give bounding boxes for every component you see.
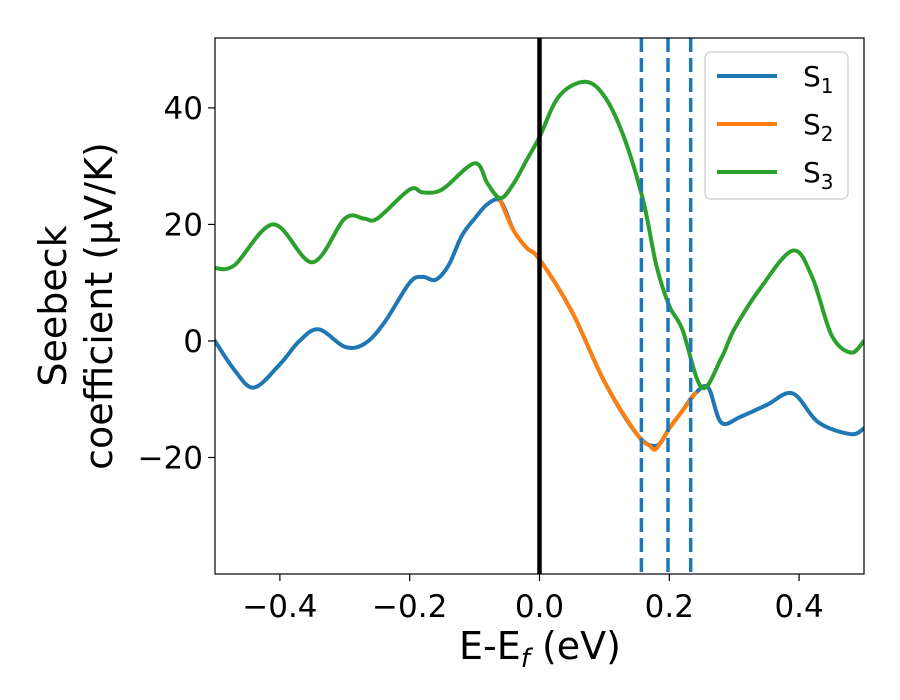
y-tick-label: 0 xyxy=(183,324,203,360)
legend: S1 S2 S3 xyxy=(704,51,849,200)
y-tick-label: −20 xyxy=(138,440,203,476)
y-axis-title-line1: Seebeck xyxy=(31,225,75,386)
y-tick-label: 40 xyxy=(164,91,203,127)
x-tick-label: −0.4 xyxy=(242,589,317,625)
series-line-s2 xyxy=(498,199,698,452)
y-axis-title: Seebeck coefficient (μV/K) xyxy=(31,142,121,470)
legend-label-s1: S1 xyxy=(803,60,834,98)
vertical-reference-lines xyxy=(537,38,693,574)
x-axis-title: E-Ef (eV) xyxy=(459,624,621,674)
legend-label-s3: S3 xyxy=(803,156,834,194)
series-line-s3 xyxy=(215,79,864,391)
x-tick-label: −0.2 xyxy=(372,589,447,625)
legend-label-s2: S2 xyxy=(803,108,834,146)
y-axis-title-line2: coefficient (μV/K) xyxy=(77,142,121,470)
data-series xyxy=(215,79,864,452)
x-tick-label: 0.4 xyxy=(774,589,823,625)
x-tick-label: 0.2 xyxy=(645,589,694,625)
y-tick-label: 20 xyxy=(164,207,203,243)
x-axis-ticks: −0.4 −0.2 0.0 0.2 0.4 xyxy=(242,574,824,625)
y-axis-ticks: −20 0 20 40 xyxy=(138,91,215,476)
x-tick-label: 0.0 xyxy=(515,589,564,625)
